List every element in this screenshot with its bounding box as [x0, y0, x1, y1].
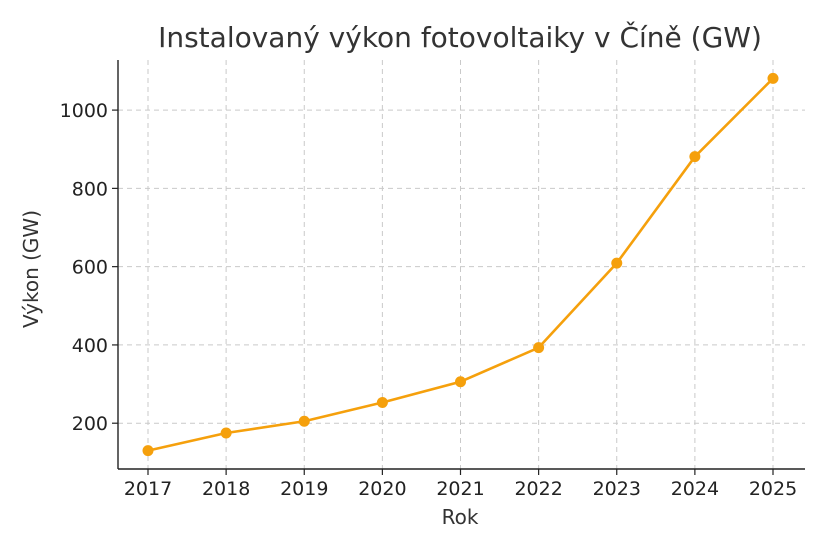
tick-labels: 2017 2018 2019 2020 2021 2022 2023 2024 2025 200 4… — [60, 100, 798, 500]
data-point — [689, 151, 701, 163]
data-point — [533, 342, 545, 354]
y-tick-label: 400 — [72, 335, 108, 357]
chart-title: Instalovaný výkon fotovoltaiky v Číně (G… — [158, 20, 762, 54]
data-point — [376, 396, 388, 408]
x-tick-label: 2022 — [514, 478, 562, 500]
x-tick-label: 2023 — [593, 478, 641, 500]
x-tick-label: 2019 — [280, 478, 328, 500]
data-point — [767, 72, 779, 84]
x-tick-label: 2024 — [671, 478, 719, 500]
y-tick-label: 200 — [72, 413, 108, 435]
x-tick-label: 2020 — [358, 478, 406, 500]
x-tick-label: 2018 — [202, 478, 250, 500]
data-point — [611, 257, 623, 269]
x-axis-label: Rok — [442, 505, 479, 529]
x-tick-label: 2025 — [749, 478, 797, 500]
series — [142, 72, 779, 457]
data-point — [220, 427, 232, 439]
data-point — [455, 376, 466, 388]
x-tick-label: 2017 — [124, 478, 172, 500]
x-tick-label: 2021 — [436, 478, 484, 500]
data-point — [142, 445, 154, 457]
y-tick-label: 800 — [72, 178, 108, 200]
y-axis-label: Výkon (GW) — [19, 210, 43, 328]
grid — [118, 60, 805, 469]
data-point — [298, 415, 310, 427]
axes — [112, 60, 805, 475]
y-tick-label: 1000 — [60, 100, 108, 122]
y-tick-label: 600 — [72, 257, 108, 279]
